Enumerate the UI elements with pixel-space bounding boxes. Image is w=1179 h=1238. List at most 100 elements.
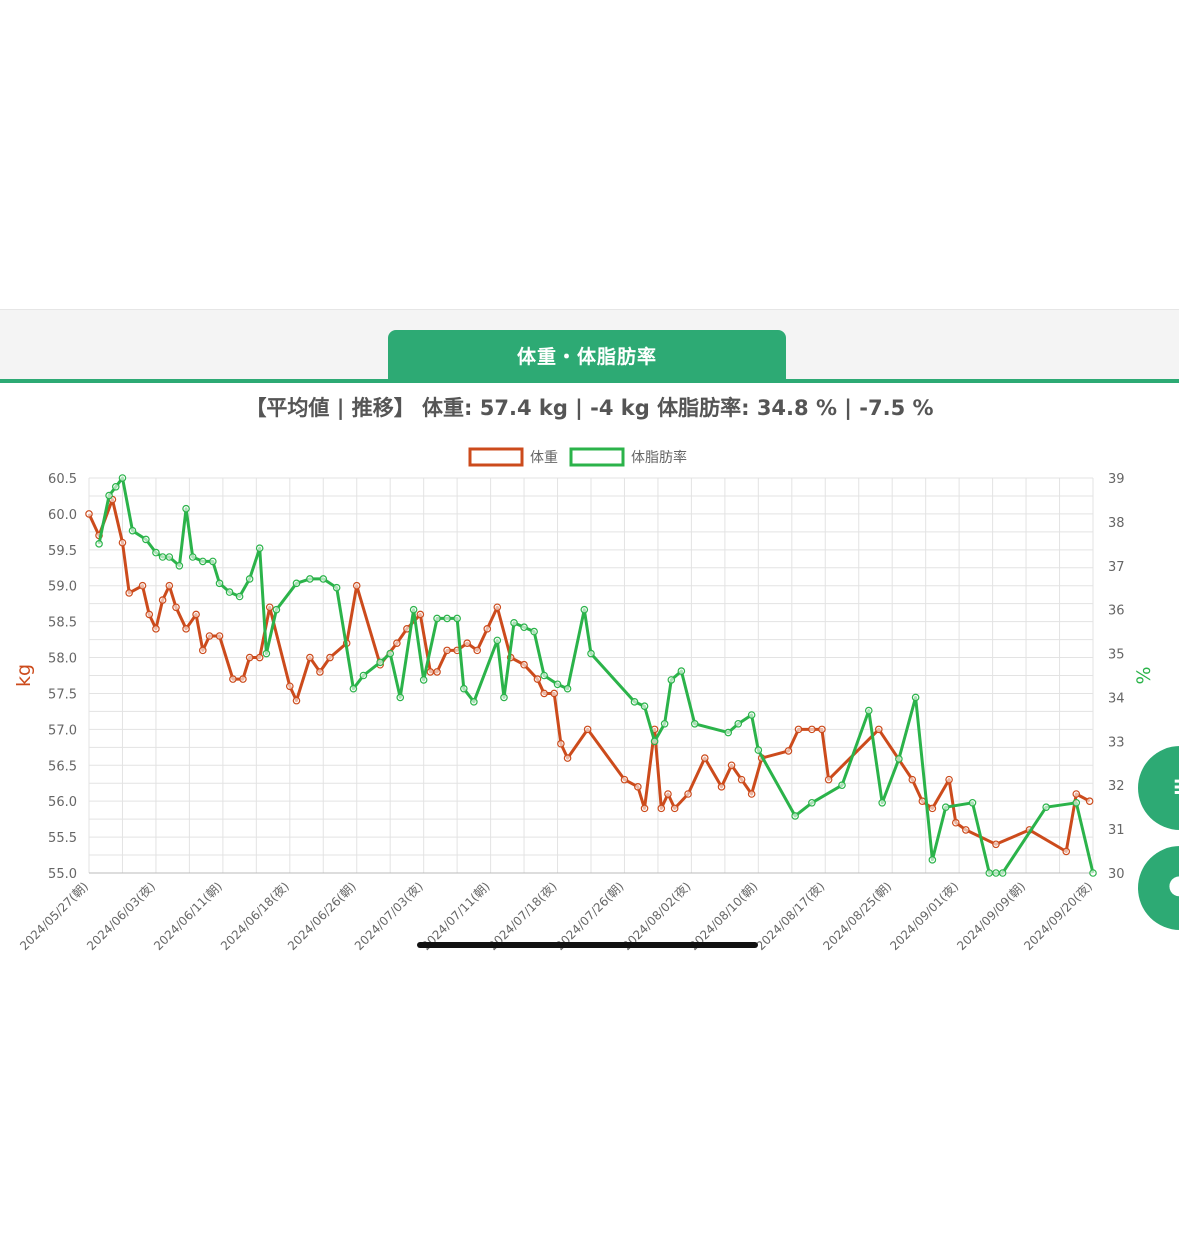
fat-point: [188, 553, 197, 561]
weight-point: [393, 639, 401, 647]
fat-point: [754, 746, 763, 754]
summary-text: 【平均値 | 推移】 体重: 57.4 kg | -4 kg 体脂肪率: 34.…: [245, 396, 934, 420]
weight-point: [118, 538, 127, 547]
x-tick-label: 2024/05/27(朝): [17, 879, 91, 953]
weight-point: [520, 660, 528, 669]
weight-point: [316, 668, 324, 676]
fat-point: [396, 693, 405, 702]
fat-point: [941, 803, 950, 811]
weight-point: [540, 689, 548, 698]
weight-point: [717, 783, 726, 791]
fat-point: [928, 856, 937, 864]
fat-point: [630, 698, 639, 706]
weight-point: [533, 675, 542, 683]
fat-point: [198, 557, 207, 566]
fat-point: [808, 798, 816, 807]
home-indicator: [417, 942, 758, 948]
y-right-axis-label: %: [1133, 666, 1155, 684]
fat-point: [650, 737, 659, 746]
fat-point: [376, 658, 384, 667]
weight-point: [255, 653, 264, 662]
y-left-tick-label: 59.0: [48, 580, 77, 595]
fat-point: [747, 711, 756, 719]
fat-point: [306, 575, 314, 583]
x-tick-label: 2024/06/26(朝): [285, 879, 359, 953]
weight-point: [550, 689, 558, 698]
y-right-tick-label: 32: [1108, 779, 1125, 794]
weight-point: [198, 646, 207, 655]
x-tick-label: 2024/08/17(夜): [753, 879, 828, 954]
y-left-tick-label: 58.0: [48, 652, 77, 667]
fat-point: [152, 548, 160, 557]
fat-point: [95, 540, 103, 548]
weight-point: [557, 739, 565, 748]
y-right-tick-label: 37: [1108, 560, 1125, 575]
weight-point: [192, 610, 200, 619]
legend-swatch-fat: [569, 447, 625, 467]
weight-point: [824, 775, 833, 784]
weight-point: [205, 632, 214, 640]
list-icon: ≡: [1172, 772, 1179, 802]
weight-point: [634, 783, 642, 791]
x-tick-label: 2024/06/11(朝): [151, 879, 225, 953]
weight-point: [292, 696, 301, 705]
fat-point: [563, 684, 572, 693]
weight-point: [962, 826, 970, 834]
fat-point: [667, 676, 676, 684]
weight-point: [158, 596, 167, 604]
weight-point: [285, 682, 294, 691]
weight-point: [808, 725, 816, 734]
fat-point: [175, 561, 184, 570]
tab-weight-bodyfat[interactable]: 体重・体脂肪率: [388, 330, 786, 380]
fat-point: [677, 667, 686, 675]
tab-underline: [0, 379, 1179, 383]
weight-point: [182, 625, 190, 633]
weight-point: [152, 625, 160, 633]
weight-point: [700, 754, 709, 762]
fat-point: [911, 693, 920, 702]
weight-point: [473, 646, 482, 655]
fat-point: [262, 649, 271, 658]
weight-point: [583, 725, 592, 734]
fat-point: [105, 491, 113, 500]
weight-point: [928, 804, 937, 813]
weight-point: [737, 775, 746, 784]
legend-label-fat: 体脂肪率: [631, 449, 687, 466]
y-left-tick-label: 57.5: [48, 687, 77, 702]
fat-point: [433, 614, 441, 623]
x-tick-label: 2024/08/25(朝): [820, 879, 894, 953]
fat-point: [409, 605, 418, 614]
fat-point: [553, 680, 562, 689]
weight-point: [620, 775, 629, 784]
weight-point: [239, 675, 247, 683]
fat-point: [111, 482, 120, 491]
weight-point: [640, 804, 649, 813]
y-left-tick-label: 60.5: [48, 472, 77, 487]
x-tick-label: 2024/09/09(朝): [954, 879, 1028, 953]
weight-point: [245, 653, 254, 662]
fat-point: [470, 698, 478, 706]
fat-point: [734, 719, 743, 728]
fat-point: [968, 798, 977, 807]
y-right-tick-label: 35: [1108, 648, 1125, 663]
fat-point: [182, 504, 190, 513]
fat-point: [724, 728, 733, 737]
weight-point: [229, 675, 237, 683]
fat-point: [255, 544, 264, 553]
y-left-tick-label: 59.5: [48, 544, 77, 559]
fat-point: [118, 474, 127, 482]
fat-point: [386, 649, 395, 658]
x-tick-label: 2024/06/18(夜): [217, 879, 292, 954]
weight-point: [908, 775, 917, 784]
fat-point: [690, 719, 699, 728]
fat-point: [530, 627, 538, 636]
fat-point: [319, 575, 328, 583]
fat-point: [1072, 798, 1081, 807]
fat-point: [443, 614, 451, 623]
weight-point: [85, 510, 93, 518]
fat-point: [540, 671, 548, 680]
weight-point: [483, 625, 492, 633]
y-right-tick-label: 33: [1108, 735, 1125, 750]
y-right-tick-label: 38: [1108, 516, 1125, 531]
fat-point: [142, 535, 150, 544]
